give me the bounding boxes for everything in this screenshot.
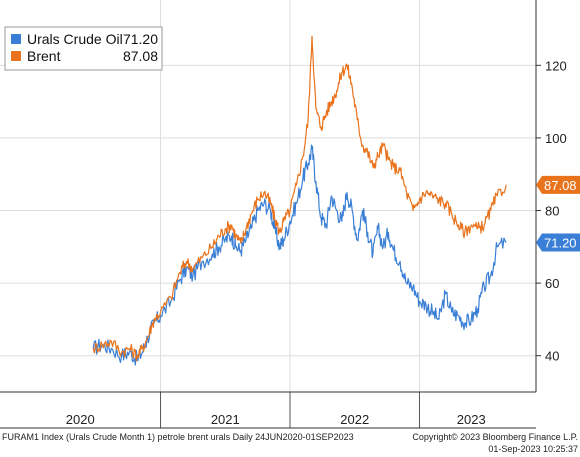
series-line-brent — [92, 35, 507, 362]
year-label-2023: 2023 — [457, 412, 486, 427]
value-tag-brent: 87.08 — [536, 175, 580, 194]
y-tick-label-100: 100 — [545, 131, 567, 146]
footer-copyright: Copyright© 2023 Bloomberg Finance L.P. — [412, 432, 578, 442]
value-tag-bg — [536, 233, 580, 252]
value-tag-label: 87.08 — [544, 178, 577, 193]
footer-source: FURAM1 Index (Urals Crude Month 1) petro… — [2, 432, 354, 442]
y-tick-label-40: 40 — [545, 349, 559, 364]
legend-value-brent: 87.08 — [123, 48, 158, 64]
value-tags: 71.20 87.08 — [536, 175, 580, 252]
series-line-urals — [92, 144, 507, 366]
axes: 40 60 80 100 120 2020 2021 2022 2023 — [0, 0, 567, 429]
year-label-2021: 2021 — [211, 412, 240, 427]
footer-timestamp: 01-Sep-2023 10:25:37 — [488, 444, 578, 454]
y-tick-label-120: 120 — [545, 58, 567, 73]
y-tick-label-60: 60 — [545, 276, 559, 291]
legend-value-urals: 71.20 — [123, 31, 158, 47]
value-tag-urals: 71.20 — [536, 233, 580, 252]
year-label-2022: 2022 — [340, 412, 369, 427]
legend-swatch-brent — [11, 51, 21, 61]
year-label-2020: 2020 — [66, 412, 95, 427]
y-tick-label-80: 80 — [545, 204, 559, 219]
value-tag-label: 71.20 — [544, 235, 577, 250]
legend-label-urals: Urals Crude Oil — [27, 31, 123, 47]
value-tag-bg — [536, 175, 580, 194]
series-lines — [92, 35, 507, 366]
legend: Urals Crude Oil 71.20 Brent 87.08 — [4, 26, 163, 71]
legend-label-brent: Brent — [27, 48, 61, 64]
legend-swatch-urals — [11, 34, 21, 44]
legend-box — [4, 26, 163, 71]
